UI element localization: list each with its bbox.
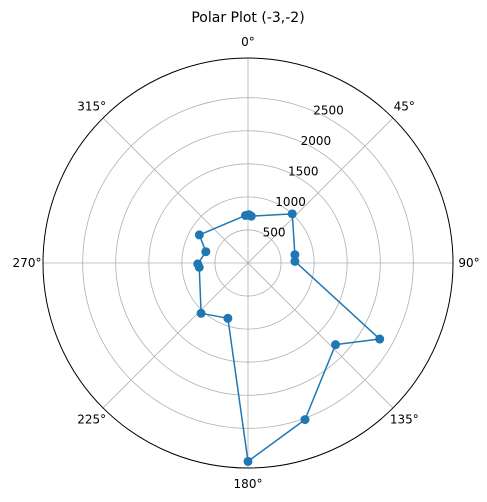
- data-point-marker: [193, 259, 203, 269]
- theta-tick-label: 45°: [394, 100, 415, 114]
- series-layer: [193, 209, 385, 466]
- r-gridline: [82, 97, 414, 429]
- r-tick-label: 1000: [275, 195, 306, 209]
- theta-tick-label: 90°: [458, 256, 479, 270]
- grid-layer: [42, 57, 454, 469]
- data-point-marker: [194, 230, 204, 240]
- series-line: [197, 213, 381, 463]
- data-point-marker: [223, 313, 233, 323]
- theta-tick-label: 0°: [241, 35, 255, 49]
- r-tick-label: 1500: [288, 164, 319, 178]
- tick-label-layer: 0° 45° 90° 135° 180° 225° 270° 315° 500 1000 1500 2…: [13, 35, 480, 491]
- r-gridline: [181, 196, 315, 330]
- theta-tick-label: 315°: [77, 100, 106, 114]
- data-point-marker: [300, 415, 310, 425]
- theta-tick-label: 225°: [77, 412, 106, 426]
- data-point-marker: [287, 209, 297, 219]
- r-tick-label: 2500: [313, 103, 344, 117]
- data-point-marker: [201, 247, 211, 257]
- data-point-marker: [375, 334, 385, 344]
- theta-gridline: [102, 262, 249, 409]
- theta-tick-label: 180°: [234, 477, 263, 491]
- polar-spine: [42, 57, 454, 469]
- r-tick-label: 500: [263, 225, 286, 239]
- theta-tick-label: 135°: [390, 412, 419, 426]
- data-point-marker: [196, 308, 206, 318]
- chart-title: Polar Plot (-3,-2): [191, 10, 304, 26]
- r-gridline: [115, 130, 381, 396]
- data-point-marker: [244, 210, 254, 220]
- data-point-marker: [290, 256, 300, 266]
- theta-tick-label: 270°: [13, 256, 42, 270]
- theta-gridline: [247, 262, 394, 409]
- theta-gridline: [247, 117, 394, 264]
- theta-gridline: [102, 117, 249, 264]
- data-point-marker: [243, 456, 253, 466]
- data-point-marker: [331, 340, 341, 350]
- r-gridline: [148, 163, 348, 363]
- r-gridline: [214, 229, 282, 297]
- r-tick-label: 2000: [301, 134, 332, 148]
